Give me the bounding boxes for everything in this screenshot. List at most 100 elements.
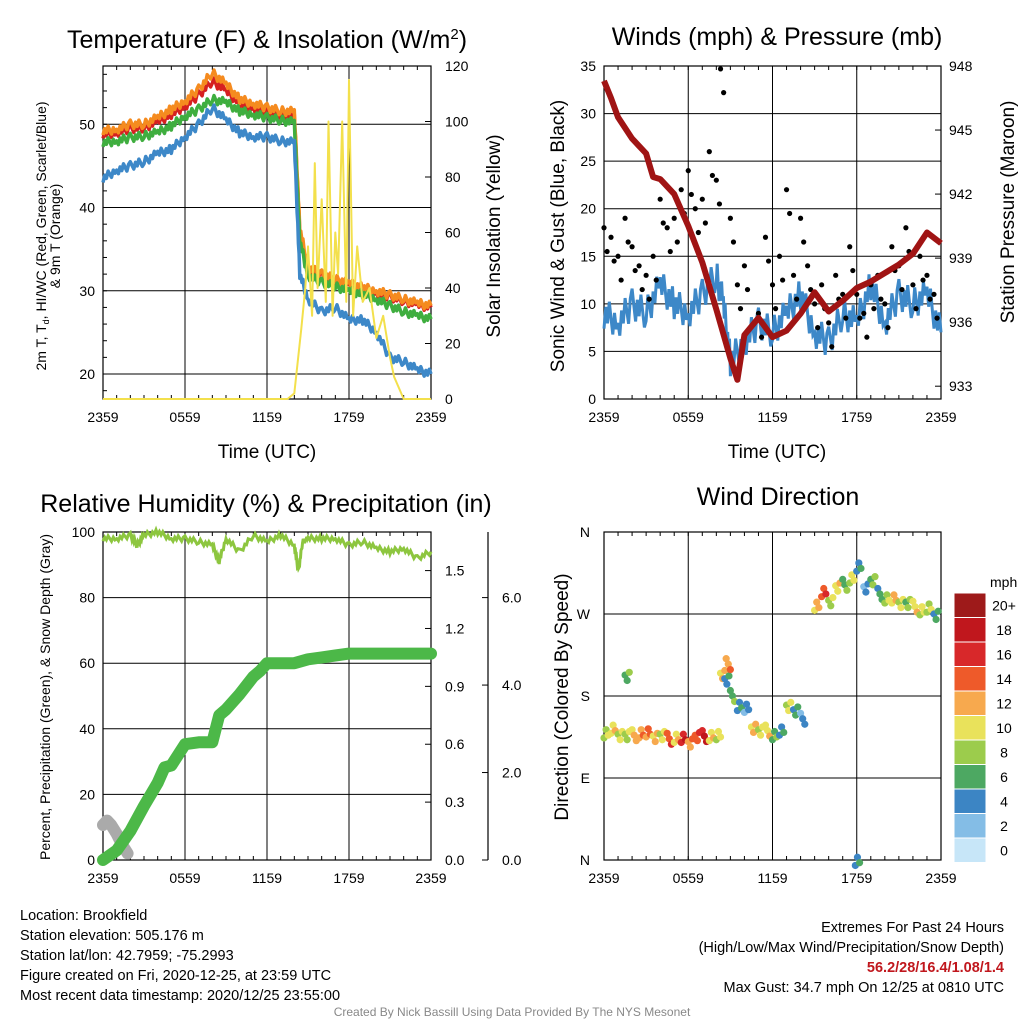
rh-xtick-label: 1759 (333, 870, 364, 886)
direction-point (925, 600, 933, 608)
colorbar-label: 18 (996, 622, 1012, 638)
direction-plot-area: 2359 0559 1159 1759 2359 N E S W N (577, 524, 957, 886)
gust-point (601, 225, 607, 231)
gust-point (917, 253, 923, 259)
winds-plot-area: 2359 0559 1159 1759 2359 0 5 10 15 20 25 30 35 933 936… (580, 58, 972, 425)
direction-point (827, 602, 835, 610)
winds-xlabel: Time (UTC) (728, 442, 827, 463)
direction-point (752, 720, 760, 728)
direction-point (693, 737, 701, 745)
rh-ytick-label: 0 (87, 852, 95, 868)
winds-title: Winds (mph) & Pressure (mb) (612, 23, 943, 51)
gust-point (741, 263, 748, 269)
extremes-values: 56.2/28/16.4/1.08/1.4 (866, 960, 1004, 976)
rh-ytick-label: 40 (79, 721, 95, 737)
precip-tick-label: 0.6 (445, 736, 465, 752)
direction-point (934, 607, 942, 615)
dir-xtick-label: 1759 (841, 870, 872, 886)
dir-xtick-label: 2359 (588, 870, 619, 886)
snow-tick-label: 6.0 (502, 590, 522, 606)
gust-point (899, 286, 905, 293)
gust-point (664, 225, 670, 231)
direction-point (756, 731, 765, 739)
gust-point (716, 201, 723, 207)
gust-point (632, 267, 638, 274)
temp-series-line (101, 103, 433, 378)
gust-point (636, 263, 642, 269)
gust-point (709, 172, 716, 179)
gust-point (805, 263, 811, 269)
wind-xtick-label: 1759 (841, 409, 872, 425)
rh-ytick-label: 60 (79, 655, 95, 671)
wind-y2tick-label: 936 (949, 314, 973, 330)
direction-point (869, 581, 877, 589)
precip-tick-label: 0.0 (445, 852, 465, 868)
wind-speed-line (602, 263, 943, 377)
winds-ylabel-right: Station Pressure (Maroon) (998, 101, 1019, 324)
direction-point (623, 676, 631, 685)
gust-point (812, 301, 818, 307)
direction-point (616, 736, 624, 744)
gust-point (762, 234, 769, 240)
wind-xtick-label: 1159 (757, 409, 787, 425)
direction-point (857, 564, 865, 573)
dir-ytick-label: S (581, 688, 590, 704)
direction-point (726, 686, 734, 695)
temp-xtick-label: 2359 (87, 409, 118, 425)
gust-point (650, 253, 656, 259)
colorbar-label: 16 (996, 646, 1012, 662)
gust-point (815, 325, 821, 331)
gust-point (667, 248, 673, 255)
temperature-xlabel: Time (UTC) (218, 442, 317, 463)
direction-point (820, 584, 828, 593)
direction-point (707, 728, 716, 737)
snow-tick-label: 2.0 (502, 765, 522, 781)
gust-point (850, 267, 856, 274)
direction-panel: Wind Direction Direction (Colored By Spe… (552, 483, 1017, 886)
rh-xtick-label: 1159 (252, 870, 282, 886)
rh-line (101, 525, 433, 573)
gust-point (826, 320, 832, 326)
temp-y2tick-label: 60 (445, 225, 461, 241)
gust-point (847, 244, 853, 250)
direction-point (735, 698, 744, 706)
direction-point (815, 604, 823, 612)
gust-point (769, 282, 776, 288)
dir-ytick-label: W (577, 606, 591, 622)
wind-ytick-label: 5 (588, 343, 596, 359)
gust-point (861, 310, 867, 316)
gust-point (660, 220, 666, 226)
gust-point (730, 239, 737, 245)
temperature-title: Temperature (F) & Insolation (W/m2) (67, 26, 467, 54)
wind-xtick-label: 0559 (673, 409, 704, 425)
colorbar-swatch (953, 690, 987, 716)
direction-point (813, 598, 821, 606)
direction-point (911, 603, 919, 611)
direction-point (909, 597, 917, 605)
direction-ylabel-left: Direction (Colored By Speed) (552, 573, 573, 820)
humidity-title: Relative Humidity (%) & Precipitation (i… (40, 490, 492, 518)
direction-point (665, 735, 673, 743)
temp-xtick-label: 0559 (169, 409, 200, 425)
direction-point (609, 721, 617, 729)
wind-y2tick-label: 945 (949, 122, 973, 138)
max-gust: Max Gust: 34.7 mph On 12/25 at 0810 UTC (723, 980, 1004, 996)
direction-point (628, 726, 636, 734)
extremes-title: Extremes For Past 24 Hours (821, 920, 1004, 936)
temperature-panel: Temperature (F) & Insolation (W/m2) 2m T… (33, 26, 505, 463)
colorbar-swatch (953, 764, 987, 790)
colorbar-label: 20+ (992, 597, 1016, 613)
snow-tick-label: 4.0 (502, 677, 522, 693)
direction-point (658, 736, 666, 744)
direction-point (721, 666, 729, 675)
gust-point (643, 272, 649, 278)
direction-point (725, 672, 733, 680)
gust-point (903, 225, 909, 231)
station-elevation: Station elevation: 505.176 m (20, 928, 204, 944)
direction-point (897, 604, 905, 612)
gust-point (695, 229, 701, 236)
direction-point (724, 660, 732, 668)
wind-ytick-label: 20 (580, 201, 596, 217)
colorbar-label: 0 (1000, 842, 1008, 858)
